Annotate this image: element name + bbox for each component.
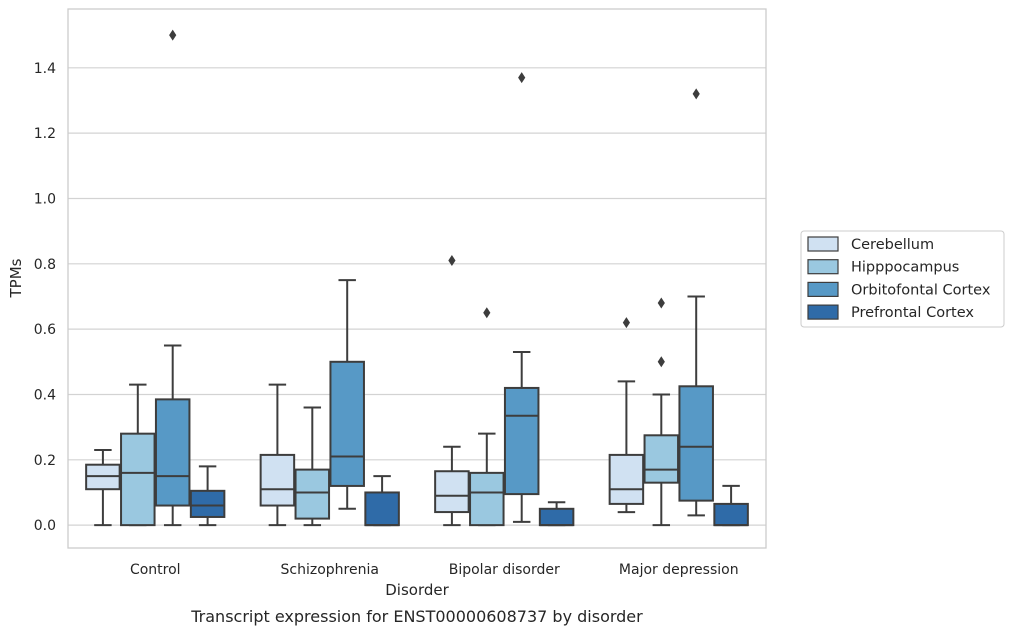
legend-label: Prefrontal Cortex [851, 305, 974, 321]
box-orbitofontal-cortex-control [154, 29, 191, 527]
legend-label: Orbitofontal Cortex [851, 282, 991, 298]
outlier-point [657, 297, 665, 309]
y-tick-label: 0.4 [34, 387, 56, 403]
legend-label: Hipppocampus [851, 260, 959, 276]
box-hipppocampus-schizophrenia [294, 406, 331, 527]
box-iqr [713, 502, 749, 527]
box-iqr [259, 453, 296, 507]
box-hipppocampus-control [120, 383, 156, 527]
plot-frame [67, 8, 767, 549]
box-iqr [189, 489, 226, 518]
box-iqr [434, 470, 470, 514]
y-axis-ticks: 0.0 0.2 0.4 0.6 0.8 1.0 1.2 1.4 [34, 61, 56, 534]
outlier-point [448, 255, 456, 267]
outlier-point [483, 307, 491, 319]
box-iqr [503, 386, 540, 496]
box-prefrontal-cortex-major-depression [713, 484, 749, 527]
x-tick-label: Control [130, 562, 181, 578]
box-orbitofontal-cortex-bipolar-disorder [503, 72, 540, 523]
x-tick-label: Bipolar disorder [449, 562, 560, 578]
box-hipppocampus-bipolar-disorder [469, 307, 505, 527]
box-iqr [120, 432, 156, 527]
y-tick-label: 0.0 [34, 518, 56, 534]
y-axis-title: TPMs [7, 258, 25, 298]
box-cerebellum-schizophrenia [259, 383, 296, 527]
x-tick-label: Major depression [619, 562, 739, 578]
legend-swatch [807, 259, 839, 275]
box-cerebellum-major-depression [608, 317, 645, 514]
box-iqr [608, 453, 645, 505]
legend-frame [800, 230, 1005, 328]
box-prefrontal-cortex-schizophrenia [364, 475, 400, 527]
box-iqr [329, 360, 365, 487]
chart-caption: Transcript expression for ENST0000060873… [190, 607, 643, 626]
y-tick-label: 0.2 [34, 453, 56, 469]
legend-label: Cerebellum [851, 237, 934, 253]
box-iqr [154, 398, 191, 507]
box-iqr [678, 385, 714, 502]
box-iqr [469, 471, 505, 527]
box-prefrontal-cortex-bipolar-disorder [538, 501, 575, 527]
legend-swatch [807, 281, 839, 297]
box-orbitofontal-cortex-major-depression [678, 88, 714, 517]
x-axis-ticks: Control Schizophrenia Bipolar disorder Majo… [130, 562, 739, 578]
legend-swatch [807, 236, 839, 252]
outlier-point [169, 29, 177, 41]
y-tick-label: 1.0 [34, 191, 56, 207]
y-tick-label: 1.4 [34, 61, 56, 77]
outlier-point [692, 88, 700, 100]
outlier-point [657, 356, 665, 368]
box-iqr [294, 468, 331, 520]
outlier-point [622, 317, 630, 329]
box-iqr [538, 507, 575, 527]
box-cerebellum-control [85, 449, 121, 527]
x-tick-label: Schizophrenia [281, 562, 379, 578]
boxes-layer [85, 29, 749, 527]
box-orbitofontal-cortex-schizophrenia [329, 279, 365, 510]
box-iqr [364, 491, 400, 527]
box-hipppocampus-major-depression [643, 297, 680, 527]
outlier-point [518, 72, 526, 84]
legend: Cerebellum Hipppocampus Orbitofontal Corte… [800, 230, 1005, 328]
box-prefrontal-cortex-control [189, 465, 226, 527]
legend-swatch [807, 304, 839, 320]
box-iqr [643, 434, 680, 484]
y-tick-label: 1.2 [34, 126, 56, 142]
y-tick-label: 0.6 [34, 322, 56, 338]
y-tick-label: 0.8 [34, 257, 56, 273]
box-cerebellum-bipolar-disorder [434, 255, 470, 527]
x-axis-title: Disorder [385, 581, 449, 599]
